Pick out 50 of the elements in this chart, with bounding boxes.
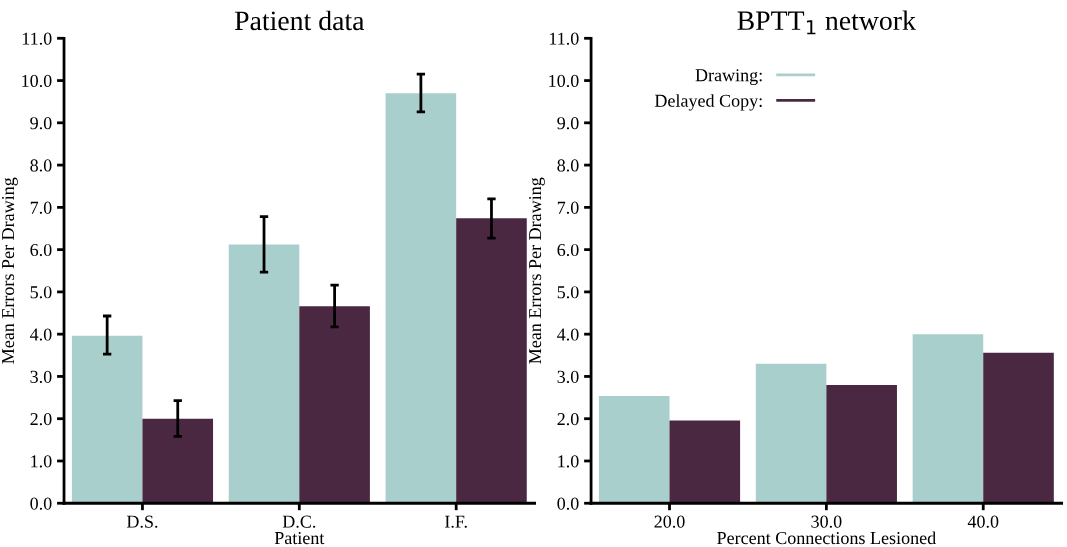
y-tick-label: 10.0 bbox=[549, 74, 579, 88]
bar bbox=[385, 93, 457, 504]
bar bbox=[299, 306, 370, 504]
x-axis-title: Patient bbox=[274, 531, 325, 545]
legend-label: Delayed Copy: bbox=[654, 94, 762, 111]
x-tick-label: 20.0 bbox=[654, 515, 685, 528]
chart-title: Patient data bbox=[234, 10, 365, 31]
y-tick-label: 2.0 bbox=[30, 412, 52, 426]
x-tick-label: 30.0 bbox=[811, 515, 842, 528]
bar bbox=[983, 352, 1054, 504]
x-tick-label: D.S. bbox=[126, 515, 158, 528]
y-tick-label: 7.0 bbox=[30, 201, 52, 214]
y-tick-label: 9.0 bbox=[557, 117, 579, 130]
y-tick-label: 10.0 bbox=[22, 74, 52, 88]
y-tick-label: 6.0 bbox=[30, 243, 52, 257]
bar bbox=[228, 244, 300, 504]
y-axis-title: Mean Errors Per Drawing bbox=[529, 177, 545, 364]
y-tick-label: 7.0 bbox=[557, 201, 579, 214]
y-tick-label: 4.0 bbox=[557, 328, 579, 341]
legend-label: Drawing: bbox=[695, 69, 762, 86]
bar bbox=[71, 335, 143, 504]
y-tick-label: 5.0 bbox=[557, 286, 579, 299]
y-axis-title: Mean Errors Per Drawing bbox=[1, 177, 18, 364]
x-tick-label: 40.0 bbox=[967, 515, 999, 528]
y-tick-label: 4.0 bbox=[30, 328, 52, 341]
y-tick-label: 8.0 bbox=[30, 159, 52, 172]
bar bbox=[826, 384, 897, 504]
y-tick-label: 6.0 bbox=[557, 243, 579, 257]
y-tick-label: 1.0 bbox=[31, 455, 52, 468]
y-tick-label: 11.0 bbox=[549, 32, 579, 45]
y-tick-label: 11.0 bbox=[22, 32, 52, 45]
y-tick-label: 1.0 bbox=[558, 455, 579, 468]
bar bbox=[598, 395, 670, 504]
x-tick-label: D.C. bbox=[282, 515, 316, 528]
bar bbox=[142, 418, 214, 504]
y-tick-label: 5.0 bbox=[30, 286, 52, 299]
chart-title: BPTT$_{1}$ network bbox=[737, 10, 916, 35]
y-tick-label: 3.0 bbox=[557, 370, 579, 383]
bar bbox=[912, 334, 984, 504]
bar bbox=[755, 363, 827, 504]
y-tick-label: 2.0 bbox=[557, 412, 579, 426]
y-tick-label: 0.0 bbox=[557, 497, 579, 510]
y-tick-label: 8.0 bbox=[557, 159, 579, 172]
y-tick-label: 0.0 bbox=[30, 497, 52, 510]
bar bbox=[456, 218, 527, 504]
x-tick-label: I.F. bbox=[445, 515, 467, 528]
x-axis-title: Percent Connections Lesioned bbox=[717, 531, 936, 545]
y-tick-label: 9.0 bbox=[30, 117, 52, 130]
bar bbox=[669, 420, 741, 504]
y-tick-label: 3.0 bbox=[30, 370, 52, 383]
